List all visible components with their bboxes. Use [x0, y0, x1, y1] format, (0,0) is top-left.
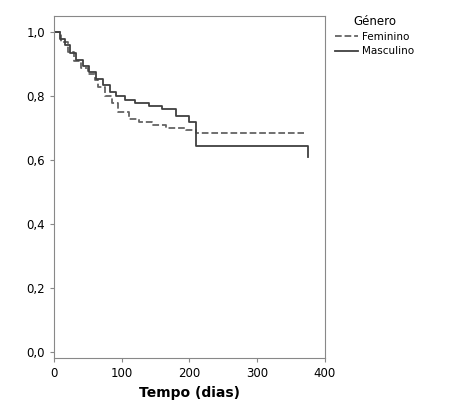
Feminino	[115, 110, 121, 115]
Feminino	[65, 40, 70, 44]
Masculino	[305, 143, 310, 148]
Masculino	[146, 103, 152, 108]
Feminino	[163, 126, 168, 131]
Line: Masculino: Masculino	[54, 33, 308, 157]
Feminino	[193, 131, 199, 136]
Feminino	[85, 65, 91, 70]
Feminino	[95, 84, 101, 89]
Masculino	[114, 94, 119, 99]
Masculino	[107, 89, 112, 94]
Masculino	[193, 119, 199, 124]
Feminino	[72, 49, 77, 54]
Masculino	[68, 43, 73, 48]
Masculino	[114, 89, 119, 94]
Masculino	[87, 63, 92, 68]
Feminino	[78, 65, 84, 70]
Masculino	[73, 51, 78, 56]
Feminino	[109, 94, 114, 99]
Masculino	[93, 70, 99, 75]
Feminino	[193, 127, 199, 132]
Masculino	[93, 76, 99, 81]
Feminino	[95, 78, 101, 83]
Masculino	[173, 107, 179, 112]
Legend: Feminino, Masculino: Feminino, Masculino	[336, 15, 414, 56]
Feminino	[102, 84, 107, 89]
Masculino	[107, 83, 112, 88]
Masculino	[305, 154, 310, 159]
Feminino	[136, 116, 141, 121]
Masculino	[62, 43, 68, 48]
Masculino	[68, 51, 73, 56]
Feminino	[65, 49, 70, 54]
Masculino	[146, 100, 152, 105]
Masculino	[80, 63, 85, 68]
Masculino	[133, 100, 138, 105]
Masculino	[73, 57, 78, 62]
Feminino	[302, 131, 307, 136]
Masculino	[173, 113, 179, 118]
Feminino	[183, 126, 189, 131]
Feminino	[149, 119, 155, 124]
Feminino	[183, 127, 189, 132]
Masculino	[87, 70, 92, 75]
Feminino	[163, 123, 168, 128]
Masculino	[122, 97, 128, 102]
Masculino	[133, 97, 138, 102]
Masculino	[57, 36, 62, 41]
Masculino	[302, 143, 307, 148]
Feminino	[85, 72, 91, 77]
Masculino	[57, 30, 62, 35]
Feminino	[92, 72, 97, 77]
Masculino	[160, 103, 165, 108]
Feminino	[92, 78, 97, 83]
Masculino	[100, 76, 106, 81]
Feminino	[302, 131, 307, 136]
Feminino	[51, 30, 57, 35]
Masculino	[302, 143, 307, 148]
Feminino	[58, 30, 64, 35]
Feminino	[102, 94, 107, 99]
Masculino	[122, 94, 128, 99]
Feminino	[78, 59, 84, 64]
Feminino	[136, 119, 141, 124]
Masculino	[187, 119, 192, 124]
Masculino	[62, 36, 68, 41]
Masculino	[51, 30, 57, 35]
Masculino	[100, 83, 106, 88]
Feminino	[58, 40, 64, 44]
Feminino	[126, 110, 131, 115]
Masculino	[160, 107, 165, 112]
Line: Feminino: Feminino	[54, 33, 304, 133]
Masculino	[193, 143, 199, 148]
Feminino	[115, 100, 121, 105]
X-axis label: Tempo (dias): Tempo (dias)	[139, 386, 240, 400]
Feminino	[126, 116, 131, 121]
Feminino	[109, 100, 114, 105]
Masculino	[80, 57, 85, 62]
Feminino	[72, 59, 77, 64]
Masculino	[187, 113, 192, 118]
Feminino	[149, 123, 155, 128]
